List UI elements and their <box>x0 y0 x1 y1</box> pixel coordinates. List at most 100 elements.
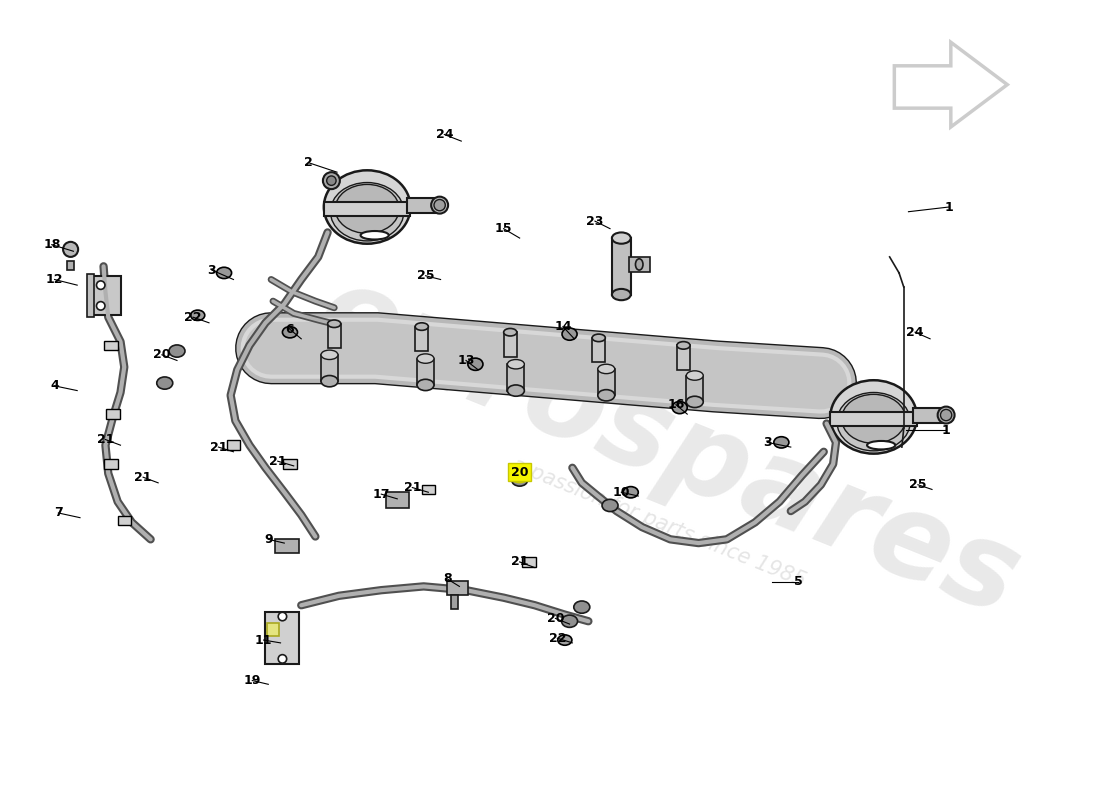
Bar <box>104 459 118 469</box>
Text: 4: 4 <box>51 379 59 392</box>
Circle shape <box>327 176 337 186</box>
Bar <box>328 324 341 348</box>
Text: 10: 10 <box>613 486 630 498</box>
Ellipse shape <box>190 310 205 321</box>
Text: 7: 7 <box>54 506 63 519</box>
Circle shape <box>97 281 104 290</box>
Ellipse shape <box>612 289 630 300</box>
Ellipse shape <box>507 385 525 396</box>
Text: 22: 22 <box>549 632 566 645</box>
Ellipse shape <box>558 635 572 646</box>
Text: 14: 14 <box>554 320 572 333</box>
Bar <box>107 410 120 419</box>
Ellipse shape <box>636 258 644 270</box>
Circle shape <box>434 199 446 210</box>
Text: 21: 21 <box>210 441 228 454</box>
Text: 20: 20 <box>153 348 170 362</box>
Ellipse shape <box>562 615 578 627</box>
Bar <box>686 375 703 402</box>
Ellipse shape <box>361 231 388 239</box>
Ellipse shape <box>323 170 410 244</box>
Ellipse shape <box>837 393 911 451</box>
Text: 8: 8 <box>443 572 451 586</box>
Bar <box>830 412 917 426</box>
Ellipse shape <box>672 402 688 414</box>
Circle shape <box>431 197 448 214</box>
Bar <box>676 346 690 370</box>
Circle shape <box>97 302 104 310</box>
Ellipse shape <box>597 364 615 374</box>
Text: 9: 9 <box>264 533 273 546</box>
Bar <box>87 274 95 317</box>
Ellipse shape <box>612 233 630 244</box>
Bar <box>104 341 118 350</box>
Text: 19: 19 <box>243 674 261 687</box>
Ellipse shape <box>773 437 789 448</box>
Text: 2: 2 <box>305 156 314 170</box>
Text: 21: 21 <box>270 454 286 468</box>
Bar <box>323 202 410 217</box>
Ellipse shape <box>597 390 615 401</box>
Bar <box>386 492 408 508</box>
Circle shape <box>940 410 952 421</box>
Ellipse shape <box>321 350 338 359</box>
Ellipse shape <box>686 371 703 380</box>
Text: 1: 1 <box>942 424 950 437</box>
Bar <box>597 369 615 395</box>
Text: 20: 20 <box>547 612 564 625</box>
Bar <box>91 276 121 315</box>
Text: 6: 6 <box>286 323 295 336</box>
Text: 17: 17 <box>373 488 390 501</box>
Text: 25: 25 <box>909 478 926 491</box>
Ellipse shape <box>283 326 297 338</box>
Ellipse shape <box>624 486 638 498</box>
Ellipse shape <box>504 329 517 336</box>
Bar <box>118 516 131 526</box>
Bar <box>451 595 459 609</box>
Ellipse shape <box>686 396 703 407</box>
Text: 18: 18 <box>43 238 60 251</box>
Text: 11: 11 <box>255 634 273 646</box>
Bar <box>522 558 536 566</box>
Bar <box>507 364 525 390</box>
Bar <box>227 441 240 450</box>
Ellipse shape <box>507 359 525 369</box>
Ellipse shape <box>336 185 399 234</box>
Ellipse shape <box>867 441 895 450</box>
Ellipse shape <box>468 358 483 370</box>
Text: 25: 25 <box>417 270 434 282</box>
Bar <box>407 198 440 213</box>
Ellipse shape <box>830 380 917 454</box>
Ellipse shape <box>169 345 185 357</box>
Bar <box>67 261 75 270</box>
Text: 3: 3 <box>208 263 216 277</box>
Text: 3: 3 <box>763 436 771 449</box>
Text: 23: 23 <box>586 214 604 228</box>
Text: 24: 24 <box>906 326 924 338</box>
Bar <box>504 332 517 357</box>
Ellipse shape <box>321 375 338 387</box>
Text: 1: 1 <box>945 201 954 214</box>
Ellipse shape <box>562 328 578 340</box>
Ellipse shape <box>676 342 690 349</box>
Ellipse shape <box>328 320 341 327</box>
Circle shape <box>278 654 287 663</box>
Text: 21: 21 <box>97 433 114 446</box>
Circle shape <box>63 242 78 257</box>
Bar <box>267 623 278 636</box>
Ellipse shape <box>512 474 528 486</box>
Ellipse shape <box>510 468 529 482</box>
Text: 16: 16 <box>668 398 684 411</box>
Text: a passion for parts since 1985: a passion for parts since 1985 <box>509 454 808 590</box>
Bar <box>592 338 605 362</box>
Ellipse shape <box>330 182 404 241</box>
Bar <box>275 539 299 554</box>
Ellipse shape <box>602 499 618 511</box>
Text: 21: 21 <box>404 481 421 494</box>
Text: 21: 21 <box>134 470 152 484</box>
Text: eurospares: eurospares <box>301 254 1036 640</box>
Ellipse shape <box>592 334 605 342</box>
Ellipse shape <box>417 379 434 390</box>
Text: 13: 13 <box>458 354 475 367</box>
Circle shape <box>323 172 340 189</box>
